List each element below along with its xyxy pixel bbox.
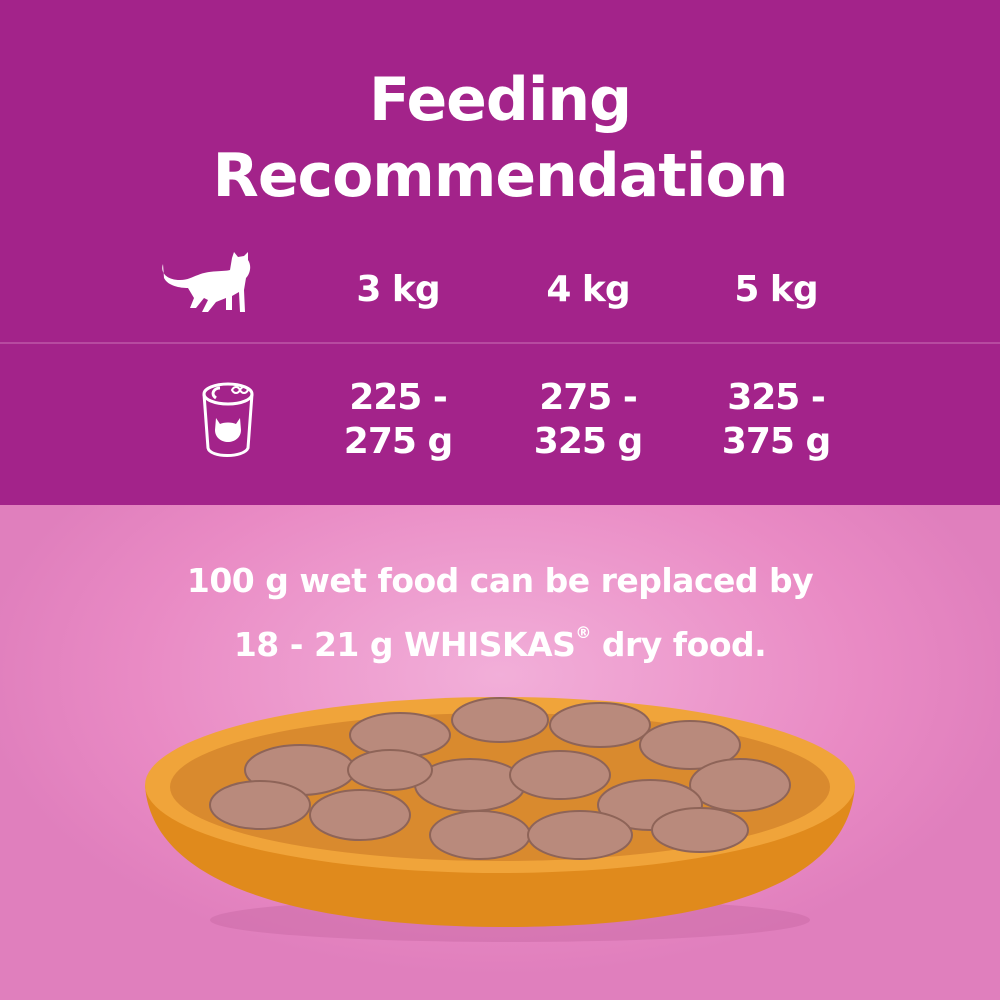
amount-3kg-line1: 225 -	[349, 377, 448, 418]
registered-mark: ®	[575, 623, 591, 642]
note-line-2: 18 - 21 g WHISKAS® dry food.	[0, 607, 1000, 671]
food-bowl-image	[145, 697, 855, 942]
amount-4kg-line1: 275 -	[539, 377, 638, 418]
can-icon	[202, 382, 254, 457]
amount-3kg-line2: 275 g	[343, 421, 453, 462]
note-line-1: 100 g wet food can be replaced by	[186, 561, 814, 600]
note-line-2-start: 18 - 21 g WHISKAS	[233, 625, 576, 664]
feeding-table-panel: Feeding Recommendation 3 kg 4 kg 5 kg 22…	[0, 0, 1000, 505]
weight-5kg: 5 kg	[734, 269, 818, 310]
cat-icon	[162, 252, 251, 312]
amount-5kg-line1: 325 -	[727, 377, 826, 418]
amount-5kg-line2: 375 g	[721, 421, 831, 462]
note-line-2-end: dry food.	[590, 625, 767, 664]
amount-4kg-line2: 325 g	[533, 421, 643, 462]
replacement-note: 100 g wet food can be replaced by 18 - 2…	[0, 555, 1000, 671]
amount-4kg: 275 - 325 g	[508, 376, 668, 464]
row-divider	[0, 342, 1000, 344]
weight-4kg: 4 kg	[546, 269, 630, 310]
weight-3kg: 3 kg	[356, 269, 440, 310]
amount-5kg: 325 - 375 g	[696, 376, 856, 464]
title-line-2: Recommendation	[212, 141, 789, 211]
amount-3kg: 225 - 275 g	[318, 376, 478, 464]
page-title: Feeding Recommendation	[0, 62, 1000, 214]
replacement-panel: 100 g wet food can be replaced by 18 - 2…	[0, 505, 1000, 1000]
title-line-1: Feeding	[368, 65, 632, 135]
